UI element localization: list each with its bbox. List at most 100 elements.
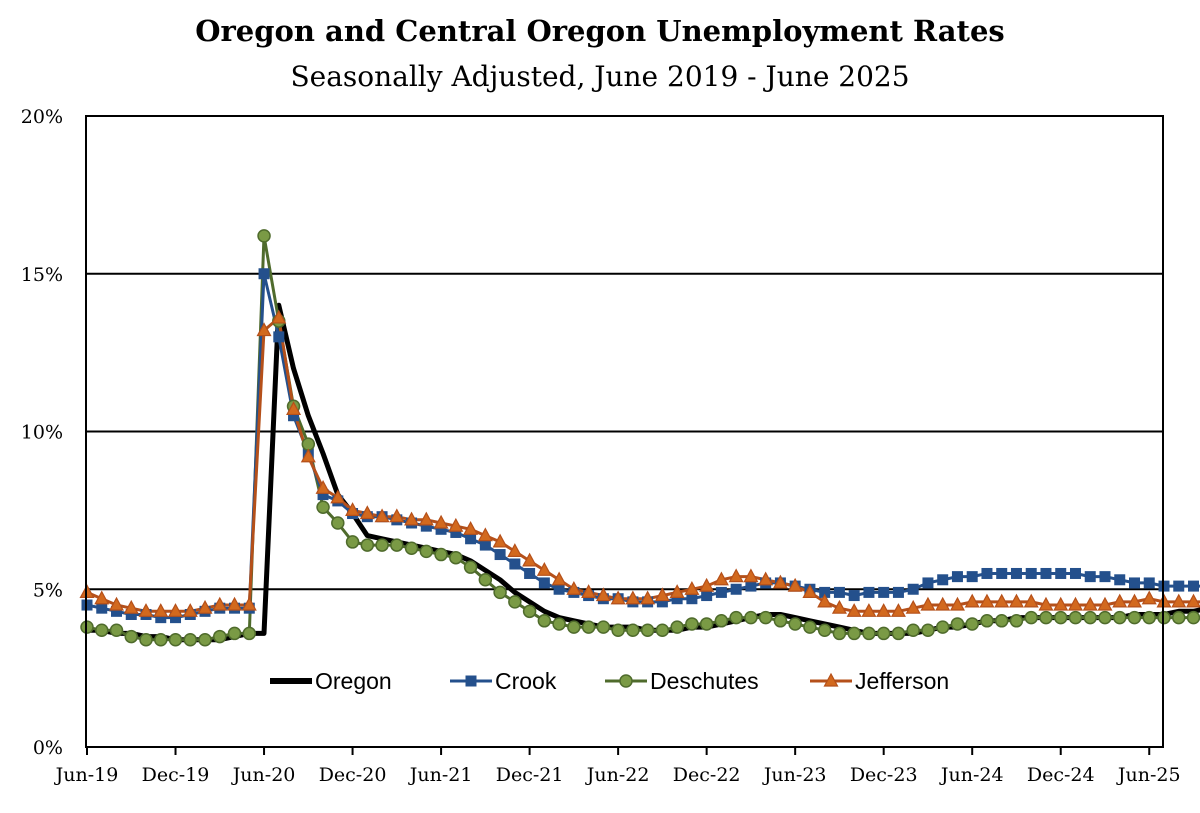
data-point-deschutes: [139, 632, 153, 647]
series-line-jefferson: [86, 316, 1200, 613]
data-point-crook: [155, 612, 167, 624]
data-point-crook: [450, 526, 462, 538]
data-point-crook: [273, 331, 285, 343]
legend-label-crook: Crook: [495, 668, 557, 694]
data-point-crook: [317, 489, 329, 501]
data-point-crook: [833, 586, 845, 598]
legend-label-deschutes: Deschutes: [650, 668, 759, 694]
data-point-crook: [420, 520, 432, 532]
y-tick-label: 0%: [33, 737, 63, 759]
data-point-deschutes: [213, 629, 227, 644]
data-point-crook: [538, 577, 550, 589]
data-point-deschutes: [640, 623, 655, 638]
data-point-crook: [1069, 567, 1081, 579]
data-point-jefferson: [1038, 596, 1054, 611]
data-point-crook: [951, 571, 963, 583]
data-point-jefferson: [905, 599, 921, 614]
data-point-deschutes: [124, 629, 139, 644]
data-point-jefferson: [1171, 593, 1187, 608]
data-point-deschutes: [434, 547, 448, 562]
data-point-jefferson: [182, 603, 198, 617]
data-point-deschutes: [935, 620, 950, 634]
data-point-crook: [892, 586, 904, 598]
data-point-deschutes: [301, 437, 316, 451]
data-point-deschutes: [242, 626, 257, 641]
y-tick-label: 20%: [21, 106, 63, 128]
data-point-jefferson: [625, 590, 641, 605]
data-point-deschutes: [1142, 610, 1156, 625]
data-point-jefferson: [522, 552, 538, 567]
data-point-jefferson: [669, 584, 685, 599]
data-point-crook: [715, 586, 727, 598]
data-point-crook: [701, 590, 713, 602]
data-point-deschutes: [227, 626, 242, 641]
data-point-jefferson: [345, 502, 361, 516]
data-point-jefferson: [566, 580, 582, 595]
data-point-deschutes: [803, 620, 817, 634]
data-point-jefferson: [551, 571, 567, 586]
chart-title: Oregon and Central Oregon Unemployment R…: [195, 14, 1005, 48]
data-point-deschutes: [522, 604, 537, 619]
data-point-deschutes: [360, 538, 375, 552]
data-point-crook: [922, 577, 934, 589]
data-point-deschutes: [891, 626, 906, 641]
data-point-jefferson: [1141, 590, 1157, 605]
data-point-deschutes: [1039, 610, 1053, 625]
data-point-crook: [1084, 571, 1096, 583]
data-point-crook: [1099, 571, 1111, 583]
data-point-deschutes: [375, 538, 389, 552]
x-tick-label: Dec-24: [1027, 764, 1095, 786]
data-point-crook: [745, 580, 757, 592]
data-point-jefferson: [817, 593, 833, 608]
legend-label-oregon: Oregon: [315, 668, 392, 694]
data-point-jefferson: [241, 596, 257, 611]
x-tick-label: Dec-21: [496, 764, 564, 786]
data-point-crook: [1188, 580, 1200, 592]
data-point-jefferson: [861, 603, 877, 617]
data-point-jefferson: [1067, 596, 1083, 611]
data-point-jefferson: [1097, 596, 1113, 611]
data-point-deschutes: [404, 541, 419, 555]
x-tick-label: Jun-20: [231, 764, 296, 786]
data-point-jefferson: [227, 596, 243, 611]
data-point-deschutes: [478, 573, 493, 587]
x-tick-label: Jun-21: [408, 764, 473, 786]
data-point-deschutes: [95, 623, 109, 638]
data-point-jefferson: [477, 527, 493, 542]
legend-label-jefferson: Jefferson: [855, 668, 949, 694]
data-point-jefferson: [949, 596, 965, 611]
data-point-deschutes: [596, 620, 611, 634]
gridlines: [86, 272, 1163, 591]
data-point-crook: [730, 583, 742, 595]
data-point-deschutes: [611, 623, 625, 638]
data-point-jefferson: [271, 309, 287, 324]
x-tick-label: Jun-24: [939, 764, 1004, 786]
legend: Oregon Crook Deschutes Jefferson: [270, 668, 949, 694]
x-tick-label: Dec-20: [319, 764, 387, 786]
data-point-jefferson: [315, 480, 331, 494]
data-point-crook: [125, 608, 137, 620]
legend-marker-jefferson: [823, 672, 839, 687]
data-point-deschutes: [331, 516, 345, 530]
data-point-jefferson: [640, 590, 656, 605]
data-point-deschutes: [1024, 610, 1038, 625]
data-point-deschutes: [109, 623, 124, 638]
data-point-jefferson: [1082, 596, 1098, 611]
data-point-deschutes: [817, 623, 832, 638]
legend-marker-deschutes: [619, 674, 633, 688]
data-point-crook: [553, 583, 565, 595]
data-point-jefferson: [197, 599, 213, 614]
data-point-jefferson: [492, 533, 508, 548]
data-point-deschutes: [1127, 610, 1142, 625]
data-point-deschutes: [1098, 610, 1112, 625]
data-point-deschutes: [390, 538, 404, 552]
data-point-deschutes: [1009, 614, 1024, 628]
data-point-jefferson: [979, 593, 995, 608]
data-point-crook: [1010, 567, 1022, 579]
data-point-jefferson: [935, 596, 951, 611]
data-point-crook: [1055, 567, 1067, 579]
data-point-jefferson: [448, 517, 464, 532]
data-point-crook: [1128, 577, 1140, 589]
data-point-jefferson: [610, 590, 626, 605]
data-point-jefferson: [890, 603, 906, 617]
